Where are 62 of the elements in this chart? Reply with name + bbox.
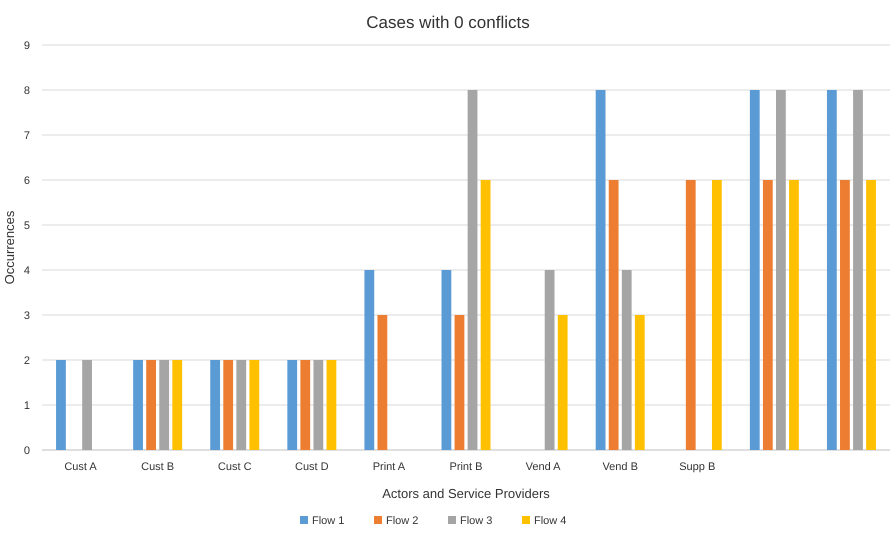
x-tick-label: Cust B	[141, 461, 174, 473]
bar	[159, 360, 170, 450]
bar	[776, 90, 786, 450]
bar	[249, 360, 260, 450]
x-axis-title: Actors and Service Providers	[382, 486, 550, 501]
bar	[223, 360, 234, 450]
chart-title: Cases with 0 conflicts	[366, 13, 530, 32]
y-tick-label: 6	[24, 175, 30, 187]
x-tick-label: Cust C	[218, 461, 252, 473]
bar	[866, 180, 876, 450]
x-tick-label: Print A	[372, 461, 406, 473]
y-tick-label: 1	[24, 400, 30, 412]
bar	[133, 360, 143, 450]
bar	[82, 360, 92, 450]
y-tick-label: 5	[24, 220, 30, 232]
bar	[686, 180, 696, 450]
y-tick-label: 3	[24, 310, 30, 322]
y-tick-label: 9	[24, 40, 30, 52]
bar	[146, 360, 156, 450]
bar	[853, 90, 863, 450]
bar	[313, 360, 324, 450]
bar	[840, 180, 850, 450]
bar	[544, 270, 555, 450]
bar	[622, 270, 632, 450]
bar	[634, 315, 645, 450]
y-tick-label: 4	[24, 265, 30, 277]
bar	[762, 180, 773, 450]
bar	[468, 90, 478, 450]
bar	[712, 180, 722, 450]
legend-label: Flow 4	[534, 515, 566, 527]
bar	[377, 315, 388, 450]
bar	[300, 360, 310, 450]
y-tick-label: 7	[24, 130, 30, 142]
bar	[750, 90, 760, 450]
legend-label: Flow 1	[312, 515, 344, 527]
x-tick-label: Cust A	[64, 461, 98, 473]
bar	[326, 360, 336, 450]
bar	[287, 360, 298, 450]
bar	[454, 315, 464, 450]
bar	[172, 360, 182, 450]
y-tick-label: 0	[24, 445, 30, 457]
bar	[826, 90, 837, 450]
x-tick-label: Vend B	[602, 461, 638, 473]
legend-label: Flow 3	[460, 515, 492, 527]
bar	[596, 90, 606, 450]
x-tick-label: Supp B	[679, 461, 716, 473]
bar	[608, 180, 619, 450]
bar	[364, 270, 374, 450]
bar	[56, 360, 66, 450]
y-tick-label: 8	[24, 85, 30, 97]
x-tick-label: Cust D	[295, 461, 329, 473]
bar	[236, 360, 246, 450]
x-tick-label: Print B	[449, 461, 483, 473]
y-tick-label: 2	[24, 355, 30, 367]
bar	[442, 270, 452, 450]
bar	[789, 180, 799, 450]
bar	[480, 180, 490, 450]
y-axis-title: Occurrences	[2, 210, 17, 284]
bar	[210, 360, 220, 450]
x-tick-label: Vend A	[526, 461, 562, 473]
legend-label: Flow 2	[386, 515, 418, 527]
bar	[558, 315, 568, 450]
